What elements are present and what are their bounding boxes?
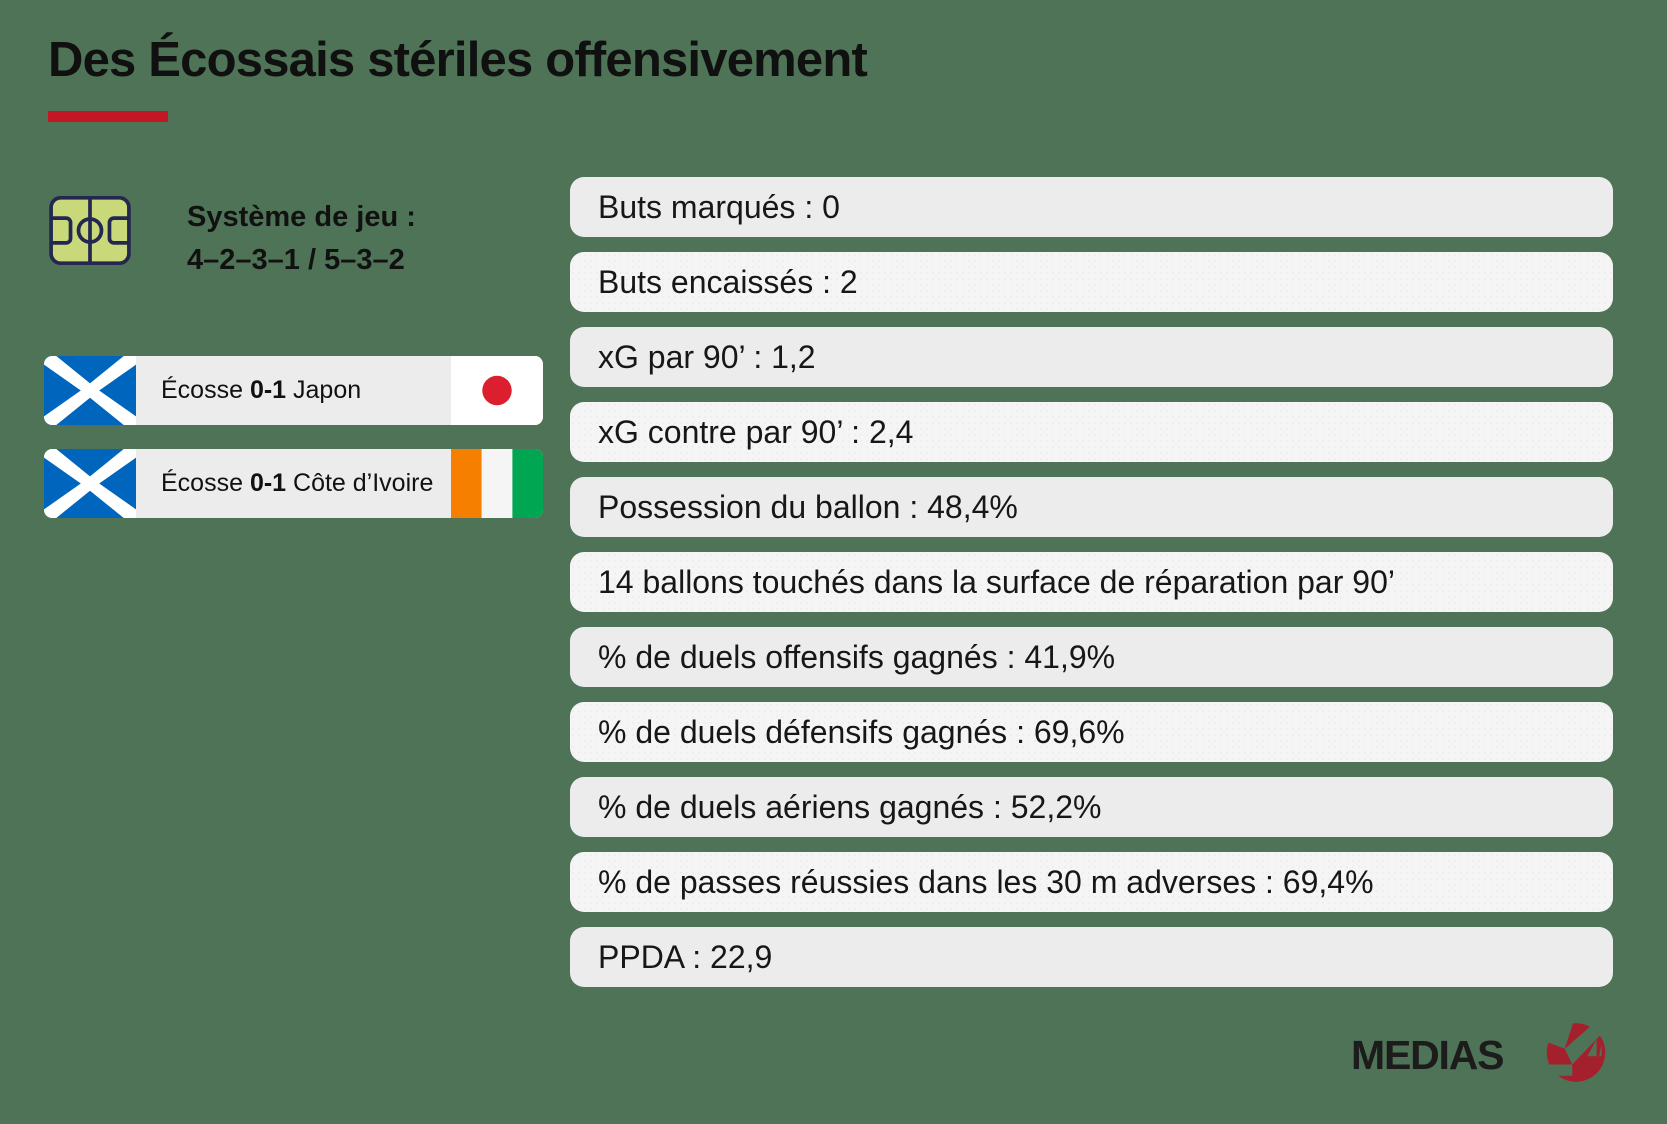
- svg-text:MEDIAS: MEDIAS: [1353, 1032, 1503, 1078]
